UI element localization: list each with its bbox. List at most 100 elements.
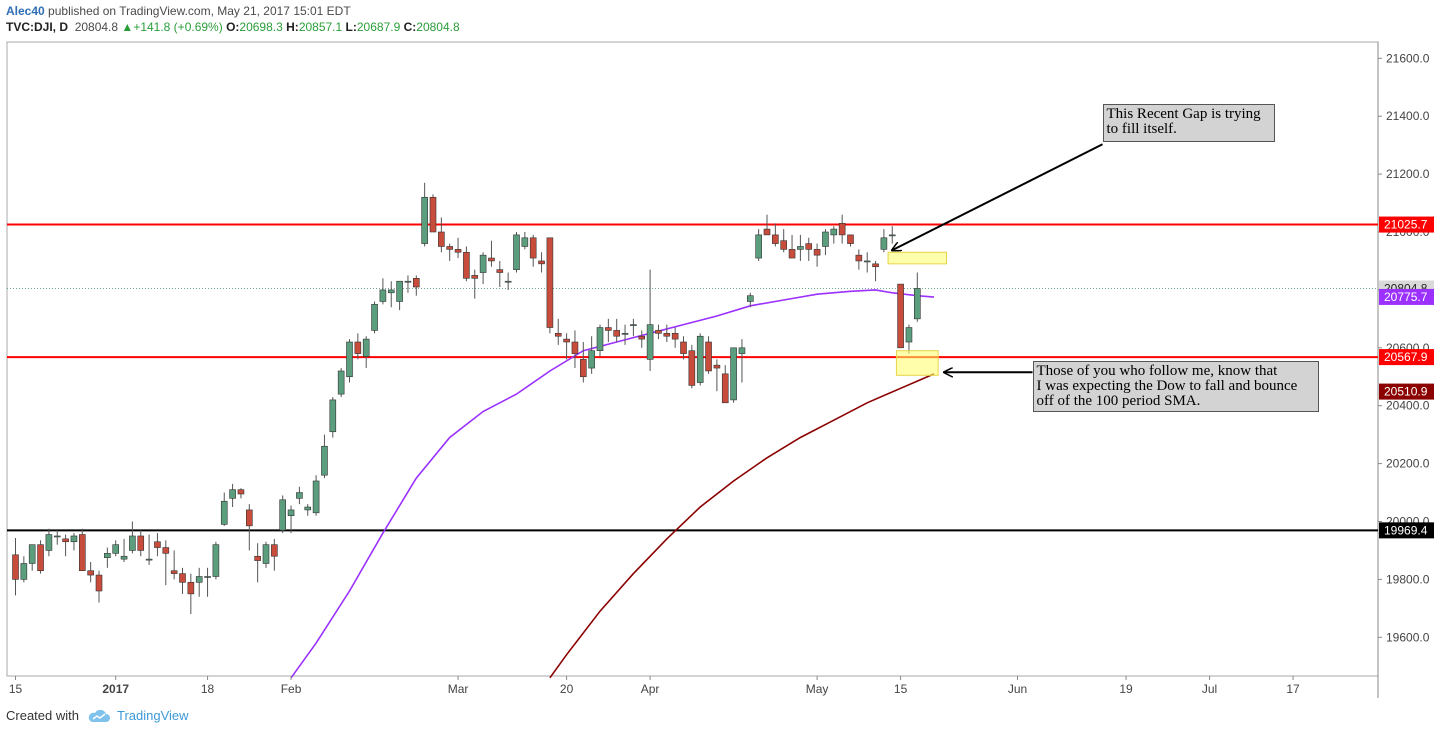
x-tick-label: 2017 xyxy=(102,682,129,696)
tradingview-link[interactable]: TradingView xyxy=(87,708,189,723)
candle xyxy=(479,252,487,285)
sma-100-line xyxy=(549,373,935,679)
sma50-price-label-bg xyxy=(1379,288,1434,305)
candle-body xyxy=(387,289,395,294)
candle xyxy=(187,573,195,615)
author-link[interactable]: Alec40 xyxy=(6,4,45,18)
y-tick-label: 20200.0 xyxy=(1386,457,1430,471)
candle xyxy=(721,365,729,404)
x-tick-label: 18 xyxy=(201,682,215,696)
candle-body xyxy=(396,280,403,302)
candle-body xyxy=(296,492,303,499)
resistance-price-label: 21025.7 xyxy=(1384,218,1428,232)
sma100-price-label-bg xyxy=(1379,383,1434,400)
candle-body xyxy=(721,373,729,404)
candle xyxy=(488,240,495,267)
candle xyxy=(70,533,78,551)
time-axis[interactable]: 15 2017 18 Feb Mar 20 Apr May 15 Jun 19 Jul 17 xyxy=(9,676,1300,696)
candle xyxy=(154,533,161,557)
candle xyxy=(822,229,829,256)
price-axis[interactable]: 19600.019800.020000.020200.020400.020600… xyxy=(1378,51,1434,644)
candle xyxy=(438,217,445,253)
candle-body xyxy=(471,275,479,279)
x-tick-label: 19 xyxy=(1119,682,1133,696)
candle-body xyxy=(70,535,78,543)
candle-body xyxy=(738,347,746,354)
support-price-label-bg xyxy=(1379,349,1434,366)
x-tick-label: 15 xyxy=(9,682,23,696)
x-tick-label: Apr xyxy=(641,682,660,696)
candle xyxy=(688,344,696,389)
gap-arrow xyxy=(892,143,1103,250)
annotation-gap[interactable]: This Recent Gap is trying to fill itself… xyxy=(1102,104,1275,143)
candle-body xyxy=(337,370,345,395)
candle-body xyxy=(822,231,829,247)
candle-body xyxy=(379,289,387,302)
candle xyxy=(28,544,36,571)
high-value: 20857.1 xyxy=(298,20,343,34)
annotation-sma-bounce[interactable]: Those of you who follow me, know that I … xyxy=(1032,361,1319,413)
candle-body xyxy=(496,269,504,273)
candle-body xyxy=(755,234,762,259)
publish-info: published on TradingView.com, May 21, 20… xyxy=(48,4,351,18)
candle-body xyxy=(546,237,554,328)
candle xyxy=(504,272,512,290)
cloud-icon xyxy=(88,709,110,722)
candle xyxy=(212,541,220,580)
candle-body xyxy=(797,246,804,250)
candle xyxy=(913,272,921,322)
candle xyxy=(696,333,704,386)
candle-body xyxy=(813,249,821,256)
candle xyxy=(137,530,145,557)
annotation-arrows xyxy=(892,143,1103,372)
candle xyxy=(838,214,846,244)
close-label: C: xyxy=(403,20,417,34)
price-change: +141.8 (+0.69%) xyxy=(133,20,223,34)
candle xyxy=(179,567,186,594)
base-price-label: 19969.4 xyxy=(1384,523,1428,537)
candle-body xyxy=(204,576,211,578)
candle-body xyxy=(62,538,69,543)
candle-body xyxy=(696,335,704,383)
candle xyxy=(145,534,153,565)
chart-header: Alec40 published on TradingView.com, May… xyxy=(6,3,460,35)
candle xyxy=(788,234,796,259)
change-arrow-icon: ▲ xyxy=(121,20,134,34)
highlight-box-1 xyxy=(895,350,939,376)
candle-body xyxy=(321,445,328,476)
candle xyxy=(680,336,687,360)
candle xyxy=(538,252,545,273)
candle xyxy=(805,237,813,261)
candle-body xyxy=(488,257,495,262)
candle-body xyxy=(12,554,19,580)
candle-body xyxy=(421,196,428,244)
candle-body xyxy=(671,333,679,340)
candle xyxy=(446,243,454,261)
candle xyxy=(605,318,612,343)
candle-body xyxy=(613,330,621,337)
created-with-label: Created with xyxy=(6,708,79,723)
candle-body xyxy=(596,327,604,351)
candle xyxy=(872,260,879,282)
candle-body xyxy=(246,509,253,527)
candle-body xyxy=(663,333,671,337)
high-label: H: xyxy=(286,20,299,34)
candle-body xyxy=(830,228,838,236)
candle xyxy=(529,234,537,267)
candle-body xyxy=(28,544,36,564)
candle-body xyxy=(897,283,904,349)
candle-body xyxy=(571,341,579,354)
candle xyxy=(471,269,479,299)
candle xyxy=(421,182,428,247)
candle xyxy=(713,359,721,392)
candle xyxy=(195,567,203,597)
candle xyxy=(362,336,370,369)
candle xyxy=(387,281,395,308)
candlesticks xyxy=(12,182,921,615)
candle-body xyxy=(504,280,512,283)
candle xyxy=(563,333,570,360)
candle-body xyxy=(120,555,128,560)
y-tick-label: 21200.0 xyxy=(1386,167,1430,181)
candle-body xyxy=(271,544,278,557)
